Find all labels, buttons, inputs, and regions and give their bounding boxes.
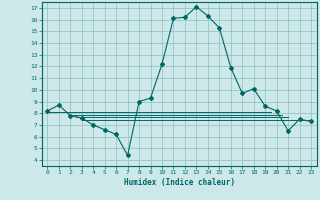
X-axis label: Humidex (Indice chaleur): Humidex (Indice chaleur) bbox=[124, 178, 235, 187]
